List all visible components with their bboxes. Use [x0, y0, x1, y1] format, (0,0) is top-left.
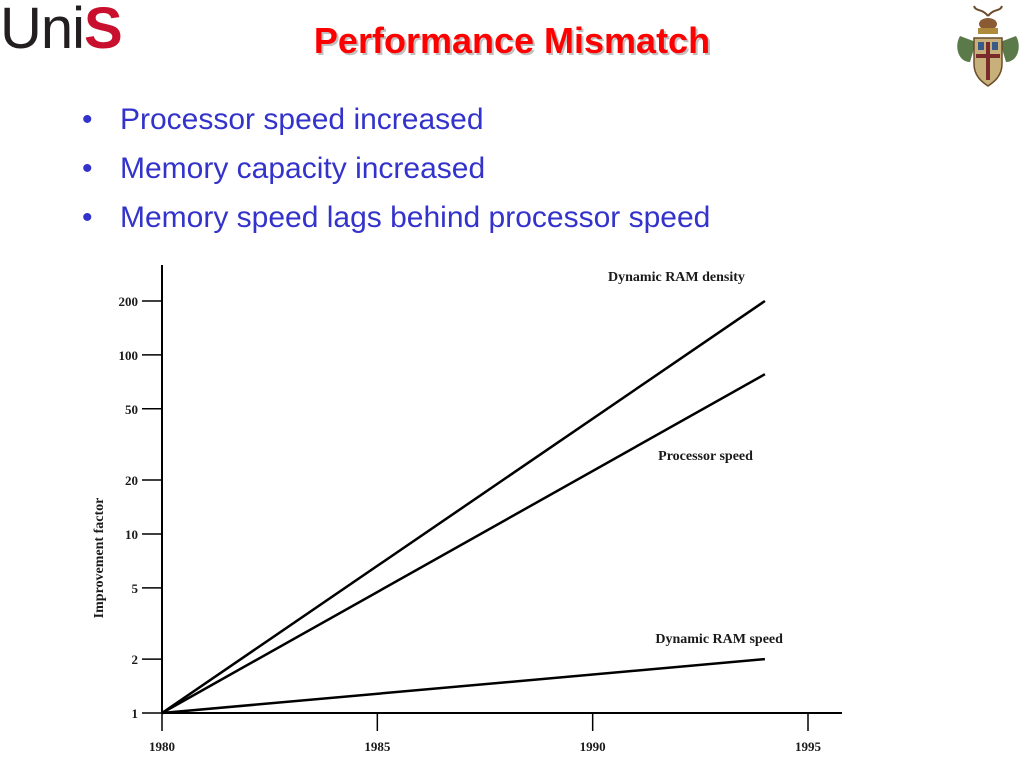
y-tick-label: 1: [132, 706, 139, 721]
bullet-item: Memory speed lags behind processor speed: [82, 196, 710, 245]
series-label: Dynamic RAM density: [608, 270, 745, 285]
bullet-item: Memory capacity increased: [82, 147, 710, 196]
y-tick-label: 100: [119, 348, 139, 363]
y-axis-label: Improvement factor: [92, 498, 107, 619]
slide-title: Performance Mismatch: [313, 20, 711, 61]
y-tick-label: 20: [125, 473, 138, 488]
bullet-list: Processor speed increased Memory capacit…: [82, 98, 710, 245]
logo-uni-text: Uni: [0, 0, 85, 61]
y-tick-label: 200: [119, 294, 139, 309]
unis-logo: UniS: [0, 0, 122, 64]
x-tick-label: 1980: [149, 739, 175, 754]
y-tick-label: 10: [125, 527, 138, 542]
series-line: [161, 657, 766, 715]
series-label: Dynamic RAM speed: [655, 632, 783, 647]
university-crest-icon: [957, 5, 1019, 87]
y-tick-label: 5: [132, 581, 139, 596]
x-tick-label: 1990: [580, 739, 606, 754]
bullet-item: Processor speed increased: [82, 98, 710, 147]
y-tick-label: 2: [132, 652, 139, 667]
series-line: [161, 299, 766, 715]
y-tick-label: 50: [125, 402, 138, 417]
series-line: [161, 373, 766, 715]
series-label: Processor speed: [658, 449, 753, 464]
x-tick-label: 1995: [795, 739, 822, 754]
logo-s-text: S: [84, 0, 122, 61]
x-tick-label: 1985: [364, 739, 391, 754]
